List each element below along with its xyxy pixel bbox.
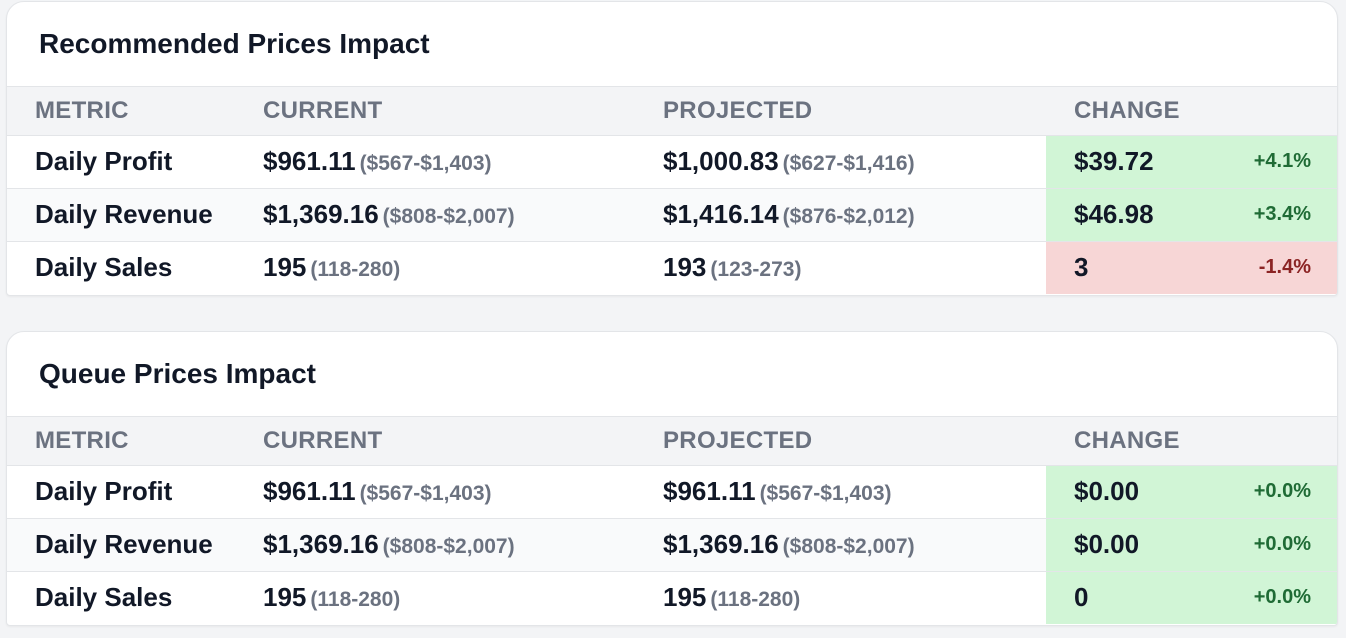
table-row: Daily Sales 195 (118-280) 193 (123-273) 3 -… (7, 241, 1337, 294)
current-cell: $1,369.16 ($808-$2,007) (235, 518, 635, 572)
change-percent: +0.0% (1253, 586, 1311, 609)
current-cell: $1,369.16 ($808-$2,007) (235, 188, 635, 242)
current-range: (118-280) (310, 588, 401, 612)
header-change: CHANGE (1046, 87, 1337, 136)
table-row: Daily Profit $961.11 ($567-$1,403) $1,000… (7, 135, 1337, 189)
projected-value: $1,369.16 (663, 529, 779, 559)
projected-cell: $1,000.83 ($627-$1,416) (635, 135, 1046, 189)
projected-value: $1,416.14 (663, 199, 779, 229)
projected-range: ($876-$2,012) (782, 205, 915, 228)
projected-range: ($627-$1,416) (782, 152, 915, 175)
projected-value: 193 (663, 252, 707, 283)
projected-cell: $1,369.16 ($808-$2,007) (635, 518, 1046, 572)
header-projected: PROJECTED (635, 87, 1046, 136)
card-title: Recommended Prices Impact (7, 2, 1337, 87)
change-value: $0.00 (1074, 529, 1140, 559)
projected-cell: $1,416.14 ($876-$2,012) (635, 188, 1046, 242)
metric-label: Daily Revenue (7, 518, 235, 572)
metric-label: Daily Sales (35, 582, 173, 613)
projected-range: ($567-$1,403) (759, 482, 892, 505)
current-cell: $961.11 ($567-$1,403) (235, 135, 635, 189)
header-change: CHANGE (1046, 417, 1337, 466)
change-value: 3 (1074, 252, 1089, 283)
current-value: $961.11 (263, 476, 356, 506)
table-row: Daily Revenue $1,369.16 ($808-$2,007) $1,… (7, 188, 1337, 242)
card-title: Queue Prices Impact (7, 332, 1337, 417)
current-value: $1,369.16 (263, 529, 379, 559)
current-cell: 195 (118-280) (235, 571, 635, 624)
projected-cell: 193 (123-273) (635, 241, 1046, 294)
projected-range: (118-280) (710, 588, 801, 612)
projected-cell: $961.11 ($567-$1,403) (635, 465, 1046, 519)
change-value: $46.98 (1074, 199, 1154, 229)
metric-label: Daily Sales (35, 252, 173, 283)
header-metric: METRIC (7, 417, 235, 466)
projected-range: (123-273) (710, 258, 802, 282)
queue-prices-impact-card: Queue Prices Impact METRIC CURRENT PROJE… (6, 331, 1338, 626)
change-value: $39.72 (1074, 146, 1154, 176)
table-header-row: METRIC CURRENT PROJECTED CHANGE (7, 87, 1337, 136)
current-range: ($567-$1,403) (359, 482, 492, 505)
table-header-row: METRIC CURRENT PROJECTED CHANGE (7, 417, 1337, 466)
change-cell: $46.98 +3.4% (1046, 188, 1337, 242)
table-row: Daily Sales 195 (118-280) 195 (118-280) 0 +… (7, 571, 1337, 624)
change-cell: $39.72 +4.1% (1046, 135, 1337, 189)
change-percent: +0.0% (1253, 533, 1311, 555)
current-value: 195 (263, 252, 307, 283)
current-range: ($567-$1,403) (359, 152, 492, 175)
change-cell: $0.00 +0.0% (1046, 465, 1337, 519)
header-current: CURRENT (235, 417, 635, 466)
change-percent: +4.1% (1253, 150, 1311, 172)
header-projected: PROJECTED (635, 417, 1046, 466)
current-value: $961.11 (263, 146, 356, 176)
current-cell: 195 (118-280) (235, 241, 635, 294)
header-current: CURRENT (235, 87, 635, 136)
change-cell: 3 -1.4% (1046, 241, 1337, 294)
current-range: (118-280) (310, 258, 401, 282)
projected-cell: 195 (118-280) (635, 571, 1046, 624)
projected-value: 195 (663, 582, 707, 613)
table-row: Daily Revenue $1,369.16 ($808-$2,007) $1,… (7, 518, 1337, 572)
projected-value: $961.11 (663, 476, 756, 506)
change-percent: -1.4% (1258, 256, 1311, 279)
impact-table: METRIC CURRENT PROJECTED CHANGE Daily Pr… (7, 87, 1337, 294)
change-value: $0.00 (1074, 476, 1140, 506)
impact-table: METRIC CURRENT PROJECTED CHANGE Daily Pr… (7, 417, 1337, 624)
metric-label: Daily Revenue (7, 188, 235, 242)
projected-range: ($808-$2,007) (782, 535, 915, 558)
change-percent: +3.4% (1253, 203, 1311, 225)
change-cell: $0.00 +0.0% (1046, 518, 1337, 572)
current-range: ($808-$2,007) (382, 535, 515, 558)
current-value: 195 (263, 582, 307, 613)
change-cell: 0 +0.0% (1046, 571, 1337, 624)
current-range: ($808-$2,007) (382, 205, 515, 228)
current-cell: $961.11 ($567-$1,403) (235, 465, 635, 519)
current-value: $1,369.16 (263, 199, 379, 229)
projected-value: $1,000.83 (663, 146, 779, 176)
change-value: 0 (1074, 582, 1089, 613)
metric-label: Daily Profit (7, 135, 235, 189)
recommended-prices-impact-card: Recommended Prices Impact METRIC CURRENT… (6, 1, 1338, 296)
header-metric: METRIC (7, 87, 235, 136)
change-percent: +0.0% (1253, 480, 1311, 502)
table-row: Daily Profit $961.11 ($567-$1,403) $961.1… (7, 465, 1337, 519)
metric-label: Daily Profit (7, 465, 235, 519)
